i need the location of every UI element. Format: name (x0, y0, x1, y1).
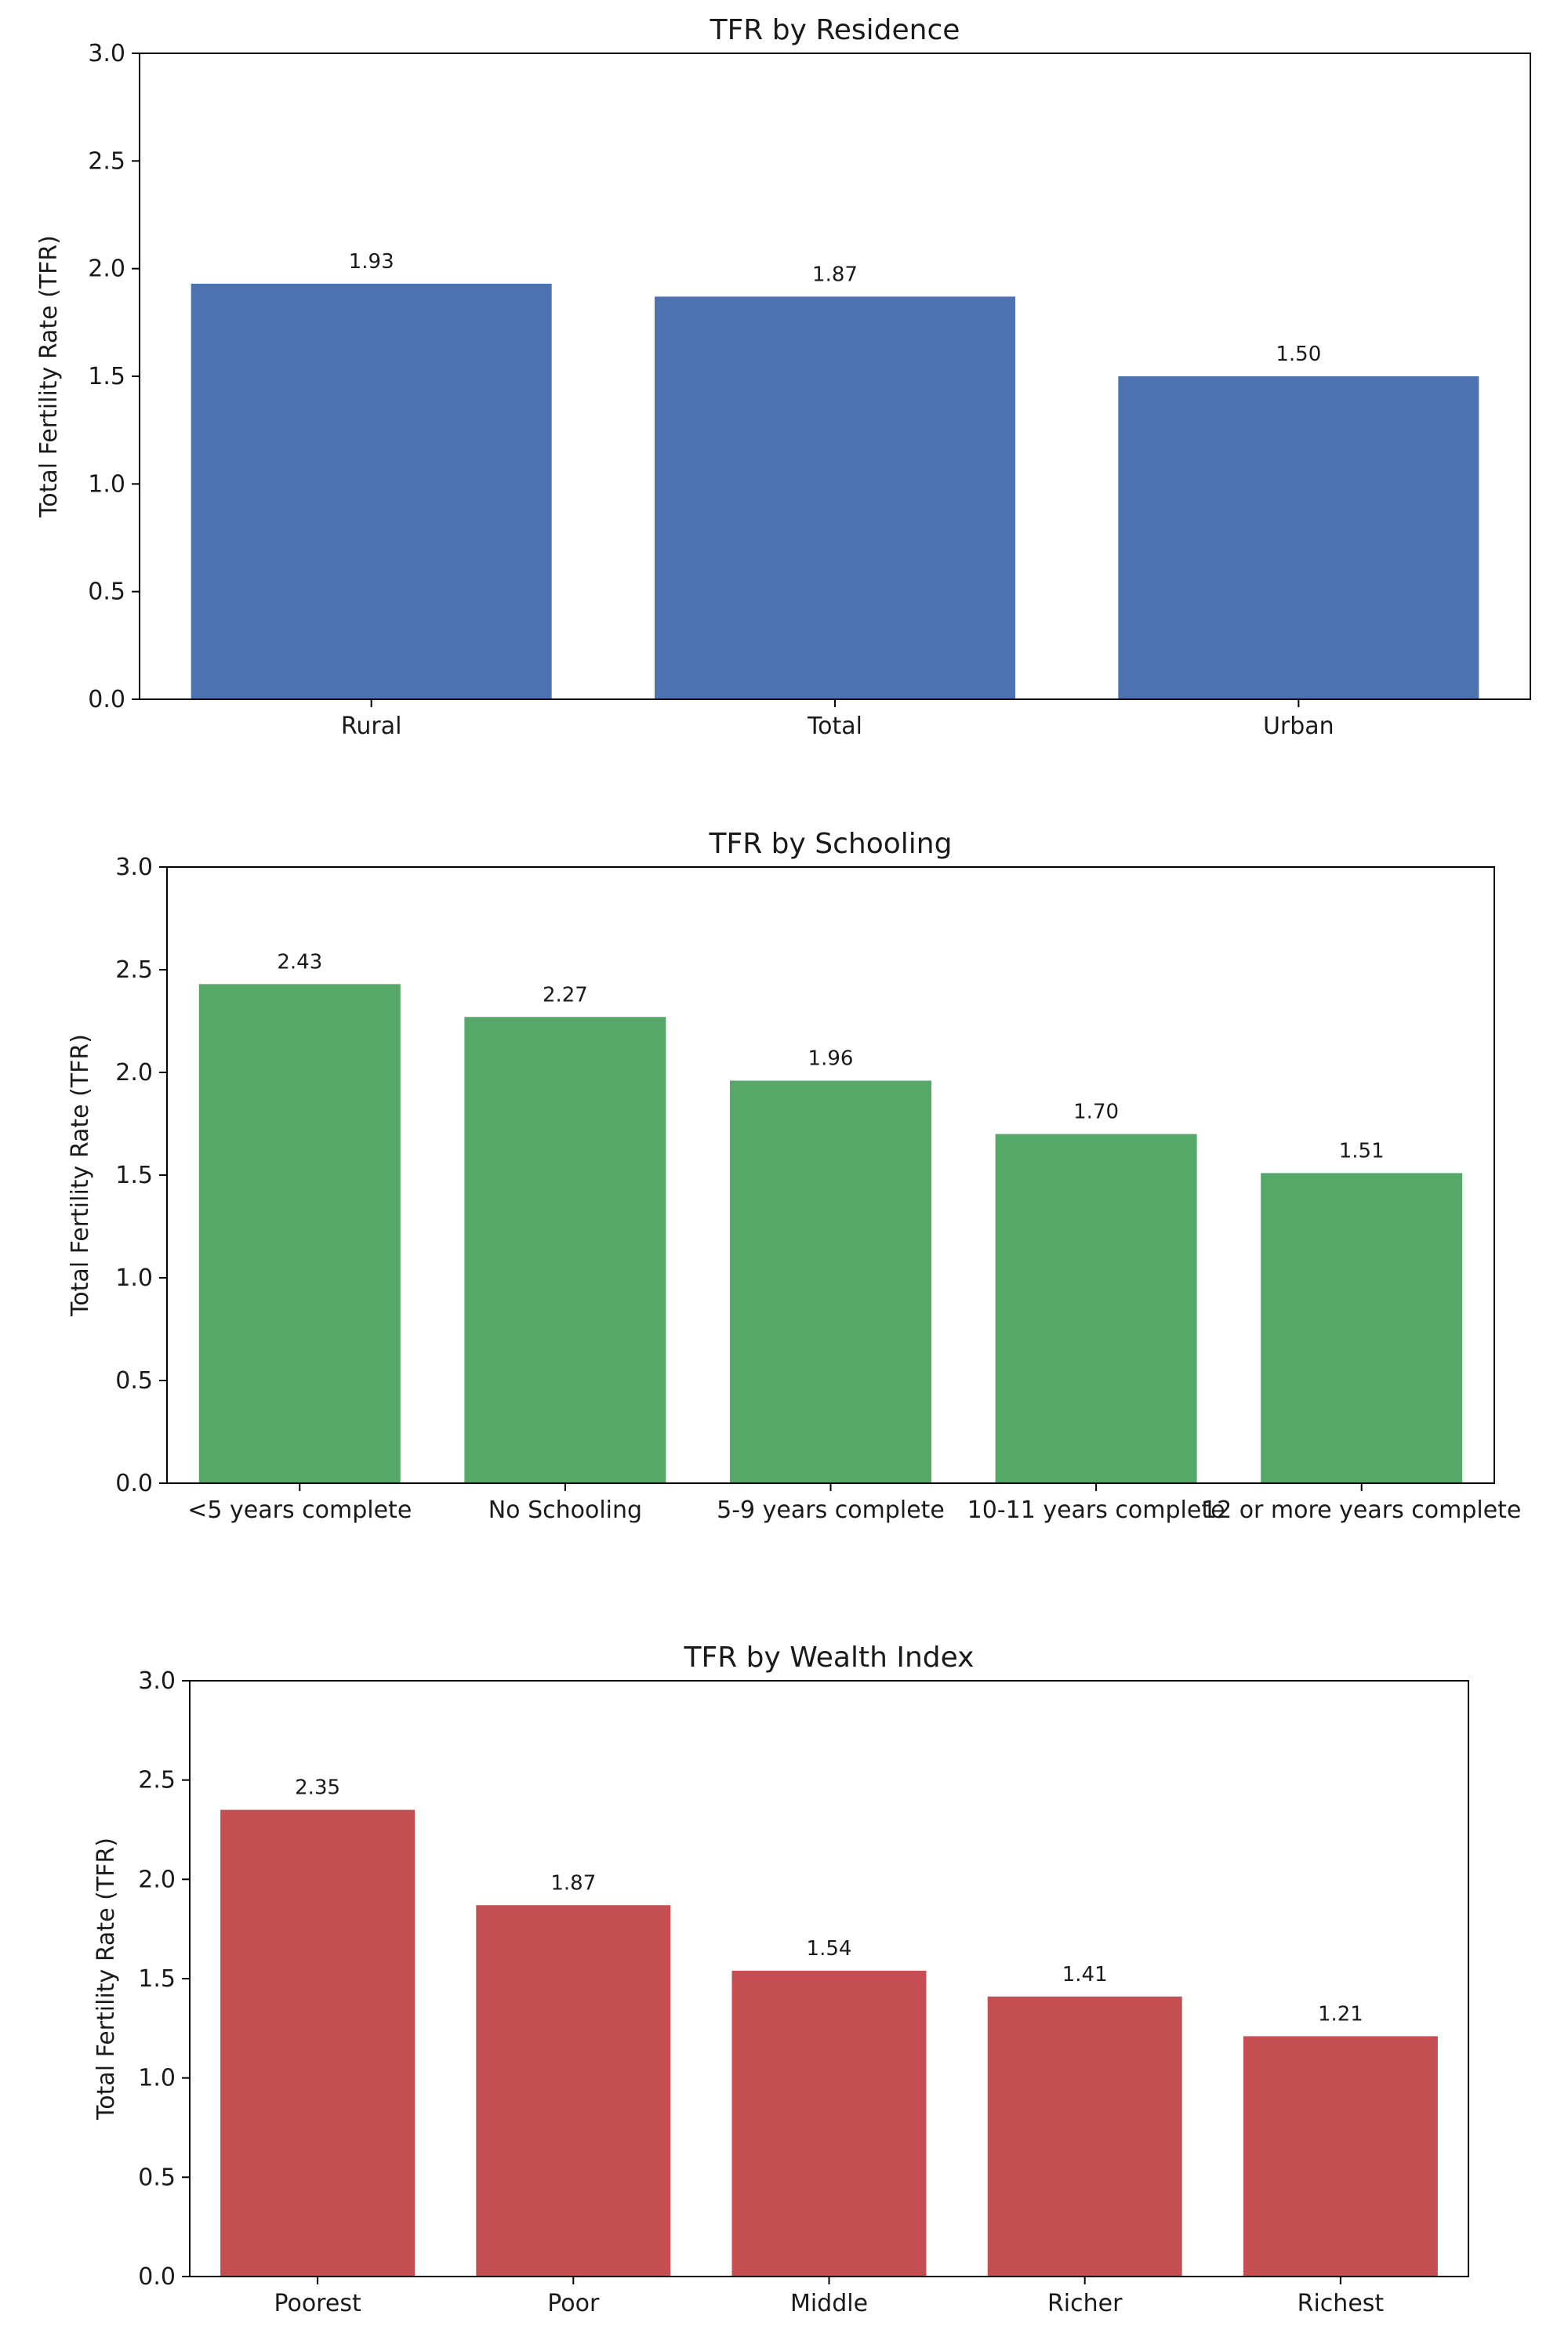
bar (464, 1017, 666, 1483)
y-tick-label: 2.0 (88, 256, 125, 283)
bar-value-label: 1.93 (349, 250, 394, 274)
bar (1243, 2036, 1438, 2277)
y-tick-label: 0.5 (115, 1367, 153, 1395)
x-tick-label: Richer (1047, 2290, 1123, 2317)
bar (731, 1970, 927, 2277)
x-tick-label: Middle (790, 2290, 868, 2317)
bar (198, 984, 401, 1483)
y-tick-label: 2.5 (88, 147, 125, 175)
bar (220, 1809, 416, 2277)
chart-title: TFR by Schooling (709, 828, 953, 860)
bar-value-label: 1.51 (1339, 1139, 1385, 1163)
bar-value-label: 1.41 (1062, 1963, 1108, 1986)
y-tick-label: 0.0 (138, 2263, 176, 2291)
x-tick-label: Urban (1263, 713, 1334, 740)
bar-value-label: 1.21 (1318, 2002, 1363, 2026)
y-tick-label: 1.0 (88, 470, 125, 498)
x-tick-label: Poor (547, 2290, 600, 2317)
bar (476, 1905, 671, 2277)
y-axis-label: Total Fertility Rate (TFR) (67, 1034, 94, 1317)
x-tick-label: <5 years complete (187, 1497, 412, 1524)
bar-value-label: 1.50 (1276, 343, 1321, 366)
bar (1118, 376, 1479, 699)
bar-value-label: 2.27 (543, 983, 588, 1007)
x-tick-label: Richest (1298, 2290, 1385, 2317)
bar-value-label: 1.87 (550, 1871, 596, 1895)
y-tick-label: 0.0 (115, 1470, 153, 1497)
x-tick-label: 10-11 years complete (967, 1497, 1225, 1524)
y-tick-label: 2.0 (115, 1059, 153, 1087)
bar-value-label: 2.35 (295, 1776, 340, 1800)
chart-title: TFR by Residence (710, 14, 960, 46)
chart-1: 1.93 1.87 1.50 0.0 0.5 1.0 1.5 2.0 2.5 3.0 Rural To… (35, 14, 1531, 740)
bar-value-label: 2.43 (277, 950, 322, 974)
x-tick-label: Poorest (274, 2290, 361, 2317)
y-tick-label: 3.0 (115, 854, 153, 881)
x-tick-label: Rural (341, 713, 402, 740)
x-tick-label: 5-9 years complete (717, 1497, 945, 1524)
chart-title: TFR by Wealth Index (684, 1642, 975, 1674)
bar (730, 1080, 931, 1483)
x-tick-label: 12 or more years complete (1202, 1497, 1521, 1524)
bar-value-label: 1.96 (808, 1047, 854, 1070)
y-tick-label: 1.0 (138, 2065, 176, 2092)
bar-value-label: 1.70 (1073, 1101, 1119, 1124)
bar (655, 296, 1015, 700)
chart-2: 2.43 2.27 1.96 1.70 1.51 0.0 0.5 1.0 1.5 2.0 2.5 3.… (67, 828, 1521, 1524)
y-tick-label: 2.5 (115, 956, 153, 984)
y-tick-label: 1.5 (88, 363, 125, 390)
bar-value-label: 1.54 (807, 1937, 852, 1961)
y-axis-label: Total Fertility Rate (TFR) (35, 235, 63, 518)
y-tick-label: 1.5 (138, 1965, 176, 1993)
y-tick-label: 1.5 (115, 1162, 153, 1189)
y-tick-label: 0.5 (138, 2164, 176, 2191)
y-tick-label: 0.5 (88, 579, 125, 606)
y-tick-label: 2.0 (138, 1866, 176, 1893)
x-tick-label: Total (807, 713, 862, 740)
bar-value-label: 1.87 (812, 263, 858, 286)
bar (1261, 1173, 1463, 1483)
bar (987, 1996, 1182, 2277)
y-tick-label: 3.0 (88, 40, 125, 67)
x-tick-label: No Schooling (488, 1497, 642, 1524)
chart-3: 2.35 1.87 1.54 1.41 1.21 0.0 0.5 1.0 1.5 2.0 2.5 3.… (93, 1642, 1469, 2317)
y-tick-label: 0.0 (88, 686, 125, 713)
y-tick-label: 3.0 (138, 1667, 176, 1695)
y-axis-label: Total Fertility Rate (TFR) (93, 1838, 120, 2121)
bar (191, 283, 552, 700)
y-tick-label: 2.5 (138, 1767, 176, 1794)
bar (995, 1134, 1197, 1483)
y-tick-label: 1.0 (115, 1264, 153, 1292)
